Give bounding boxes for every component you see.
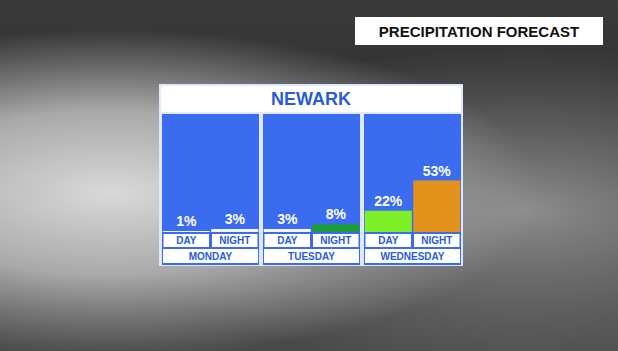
svg-text:3%: 3% <box>225 211 246 227</box>
svg-text:22%: 22% <box>374 193 403 209</box>
svg-text:DAY: DAY <box>378 235 399 246</box>
svg-text:WEDNESDAY: WEDNESDAY <box>380 251 444 262</box>
svg-text:53%: 53% <box>423 163 452 179</box>
svg-text:3%: 3% <box>277 211 298 227</box>
svg-text:1%: 1% <box>176 213 197 229</box>
svg-text:PRECIPITATION FORECAST: PRECIPITATION FORECAST <box>379 23 579 40</box>
svg-text:DAY: DAY <box>176 235 197 246</box>
svg-text:8%: 8% <box>326 206 347 222</box>
svg-text:MONDAY: MONDAY <box>189 251 233 262</box>
svg-text:DAY: DAY <box>277 235 298 246</box>
svg-text:NIGHT: NIGHT <box>219 235 250 246</box>
svg-text:NIGHT: NIGHT <box>421 235 452 246</box>
svg-text:NEWARK: NEWARK <box>271 89 351 109</box>
svg-text:TUESDAY: TUESDAY <box>288 251 335 262</box>
svg-text:NIGHT: NIGHT <box>320 235 351 246</box>
